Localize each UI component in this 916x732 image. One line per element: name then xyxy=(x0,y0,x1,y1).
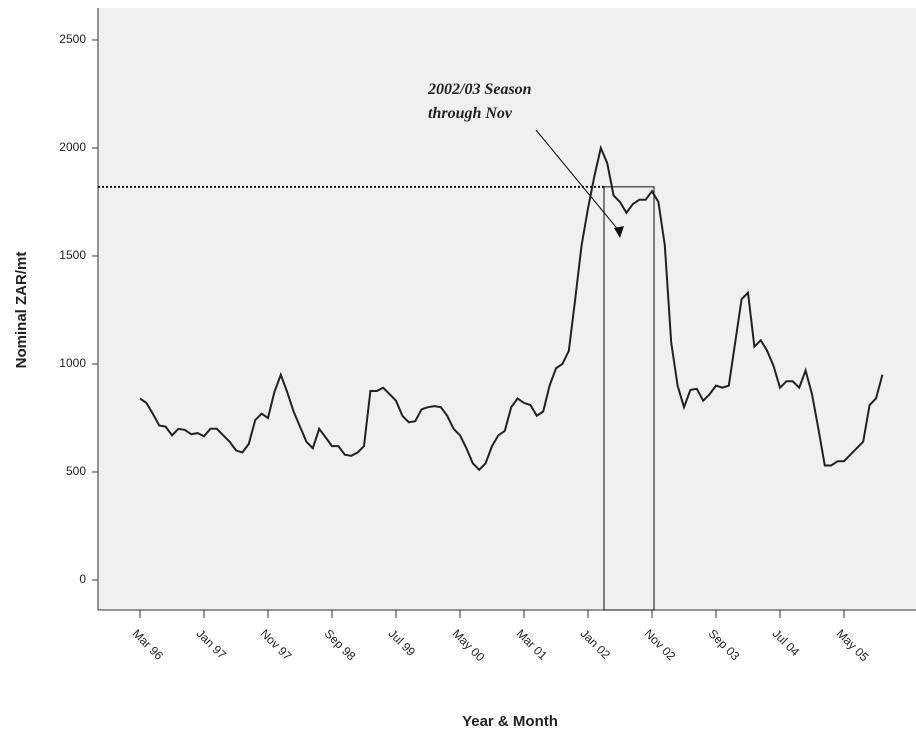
plot-area xyxy=(98,8,916,610)
x-tick-label: Jul 99 xyxy=(386,626,419,659)
y-tick-label: 1500 xyxy=(59,248,86,262)
x-tick-label: Nov 02 xyxy=(642,626,679,663)
x-tick-label: Mar 01 xyxy=(514,626,551,663)
y-tick-label: 0 xyxy=(79,572,86,586)
y-tick-label: 1000 xyxy=(59,356,86,370)
x-tick-label: May 05 xyxy=(834,626,872,664)
x-tick-label: Jul 04 xyxy=(770,626,803,659)
x-tick-label: Jan 02 xyxy=(578,626,614,662)
x-tick-label: May 00 xyxy=(450,626,488,664)
y-tick-label: 500 xyxy=(66,464,86,478)
y-tick-label: 2500 xyxy=(59,32,86,46)
x-tick-label: Mar 96 xyxy=(130,626,167,663)
y-tick-label: 2000 xyxy=(59,140,86,154)
annotation: 2002/03 Season xyxy=(427,81,532,98)
x-tick-label: Sep 03 xyxy=(706,626,743,663)
annotation: through Nov xyxy=(428,105,513,122)
y-axis-title: Nominal ZAR/mt xyxy=(13,252,30,369)
season-box xyxy=(603,186,655,611)
line xyxy=(139,144,884,472)
x-tick-label: Sep 98 xyxy=(322,626,359,663)
arrow xyxy=(535,129,621,233)
x-axis-title: Year & Month xyxy=(462,713,558,730)
x-tick-label: Jan 97 xyxy=(194,626,230,662)
arrow-head xyxy=(614,226,624,238)
x-tick-label: Nov 97 xyxy=(258,626,295,663)
